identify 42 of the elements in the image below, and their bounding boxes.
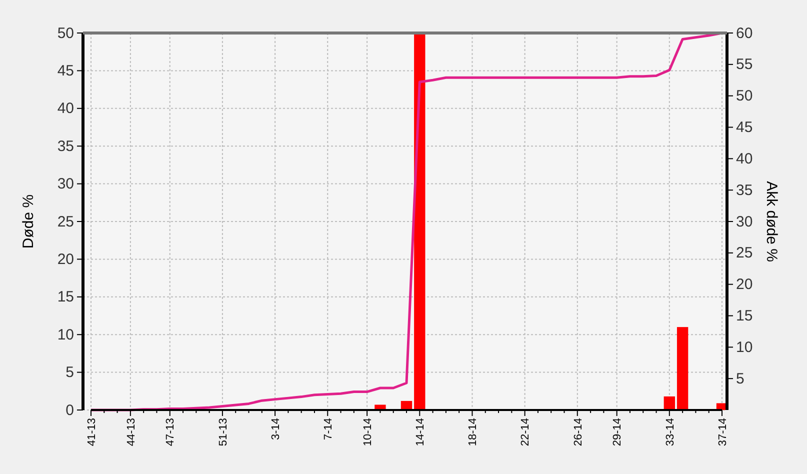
x-tick-label: 29-14 (612, 418, 624, 446)
y-tick-label: 50 (57, 24, 74, 42)
bar (414, 33, 426, 410)
y-tick-label: 15 (57, 288, 74, 306)
bar (664, 396, 676, 410)
y2-tick-label: 20 (736, 276, 753, 294)
y2-tick-label: 50 (736, 88, 753, 105)
x-tick-label: 7-14 (322, 418, 334, 440)
x-tick-label: 26-14 (572, 418, 584, 446)
y2-tick-label: 45 (736, 119, 753, 136)
y2-tick-label: 60 (736, 24, 753, 42)
y2-tick-label: 15 (736, 308, 753, 325)
y-tick-label: 10 (57, 326, 74, 344)
y-tick-label: 30 (57, 176, 74, 193)
y-tick-label: 35 (57, 138, 74, 155)
x-tick-label: 51-13 (217, 418, 230, 446)
y2-tick-label: 10 (736, 338, 753, 356)
y-axis-title: Døde % (20, 194, 37, 249)
bar (676, 327, 688, 410)
x-tick-label: 3-14 (270, 418, 282, 440)
y2-tick-label: 40 (736, 150, 753, 168)
y-tick-label: 0 (66, 402, 74, 419)
x-tick-label: 37-14 (716, 418, 729, 446)
x-tick-label: 14-14 (414, 418, 426, 446)
y2-tick-label: 55 (736, 56, 753, 74)
y-tick-label: 5 (66, 364, 74, 382)
y2-tick-label: 30 (736, 213, 753, 230)
y2-tick-label: 25 (736, 244, 753, 262)
y-tick-label: 25 (57, 213, 74, 230)
x-tick-label: 41-13 (86, 418, 98, 446)
y2-axis-title: Akk døde % (763, 181, 780, 262)
x-tick-label: 18-14 (467, 418, 480, 446)
x-tick-label: 10-14 (362, 418, 374, 446)
x-tick-label: 33-14 (664, 418, 676, 446)
y-tick-label: 40 (57, 100, 74, 118)
x-tick-label: 22-14 (520, 418, 532, 446)
x-tick-label: 44-13 (125, 418, 138, 446)
y2-tick-label: 35 (736, 182, 753, 199)
y-tick-label: 45 (57, 62, 74, 80)
y2-tick-label: 5 (736, 370, 744, 388)
y-tick-label: 20 (57, 251, 74, 268)
x-tick-label: 47-13 (164, 418, 177, 446)
